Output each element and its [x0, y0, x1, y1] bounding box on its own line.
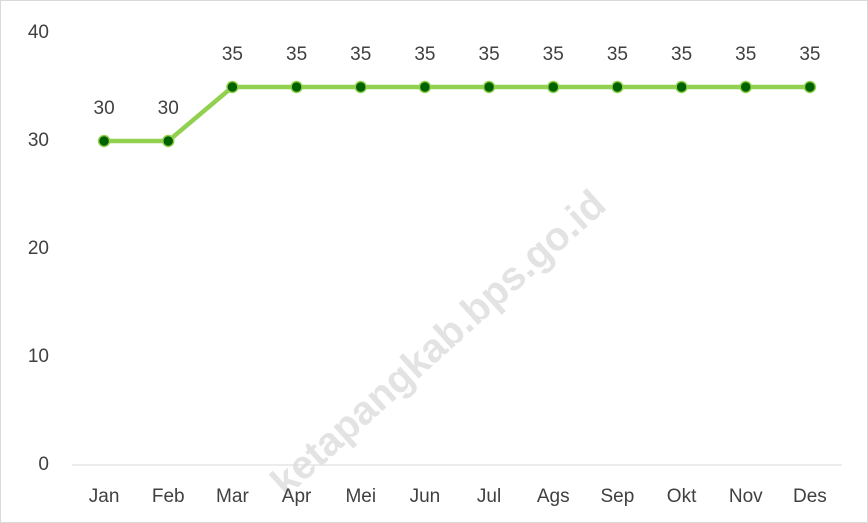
- marker: [547, 80, 560, 94]
- data-label: 35: [543, 44, 564, 65]
- x-tick-label: Apr: [282, 486, 312, 507]
- marker: [290, 80, 303, 94]
- marker: [418, 80, 432, 94]
- y-tick-label: 10: [28, 346, 49, 367]
- data-label: 35: [350, 44, 371, 65]
- marker: [226, 80, 239, 94]
- marker: [354, 80, 367, 94]
- marker: [97, 134, 111, 148]
- y-tick-label: 30: [28, 130, 49, 151]
- x-tick-label: Okt: [667, 486, 697, 507]
- marker: [675, 80, 688, 94]
- x-tick-label: Mei: [345, 486, 376, 507]
- x-tick-label: Jun: [410, 486, 441, 507]
- data-label: 35: [735, 44, 756, 65]
- data-label: 35: [286, 44, 307, 65]
- marker: [611, 80, 624, 94]
- line: [104, 84, 810, 144]
- x-tick-label: Mar: [216, 486, 249, 507]
- data-label: 35: [799, 44, 820, 65]
- data-label: 30: [94, 98, 115, 119]
- data-label: 35: [414, 44, 435, 65]
- x-tick-label: Feb: [152, 486, 185, 507]
- data-label: 35: [479, 44, 500, 65]
- data-label: 35: [222, 44, 243, 65]
- marker: [162, 134, 175, 148]
- y-tick-label: 0: [38, 454, 49, 475]
- marker: [803, 80, 817, 94]
- data-label: 30: [158, 98, 179, 119]
- marker: [482, 80, 496, 94]
- y-tick-label: 20: [28, 238, 49, 259]
- y-tick-label: 40: [28, 22, 49, 43]
- x-tick-label: Sep: [601, 486, 635, 507]
- data-label: 35: [607, 44, 628, 65]
- x-tick-label: Nov: [729, 486, 763, 507]
- data-label: 35: [671, 44, 692, 65]
- x-tick-label: Jan: [89, 486, 120, 507]
- marker: [739, 80, 752, 94]
- x-tick-label: Jul: [477, 486, 501, 507]
- x-tick-label: Des: [793, 486, 827, 507]
- x-tick-label: Ags: [537, 486, 570, 507]
